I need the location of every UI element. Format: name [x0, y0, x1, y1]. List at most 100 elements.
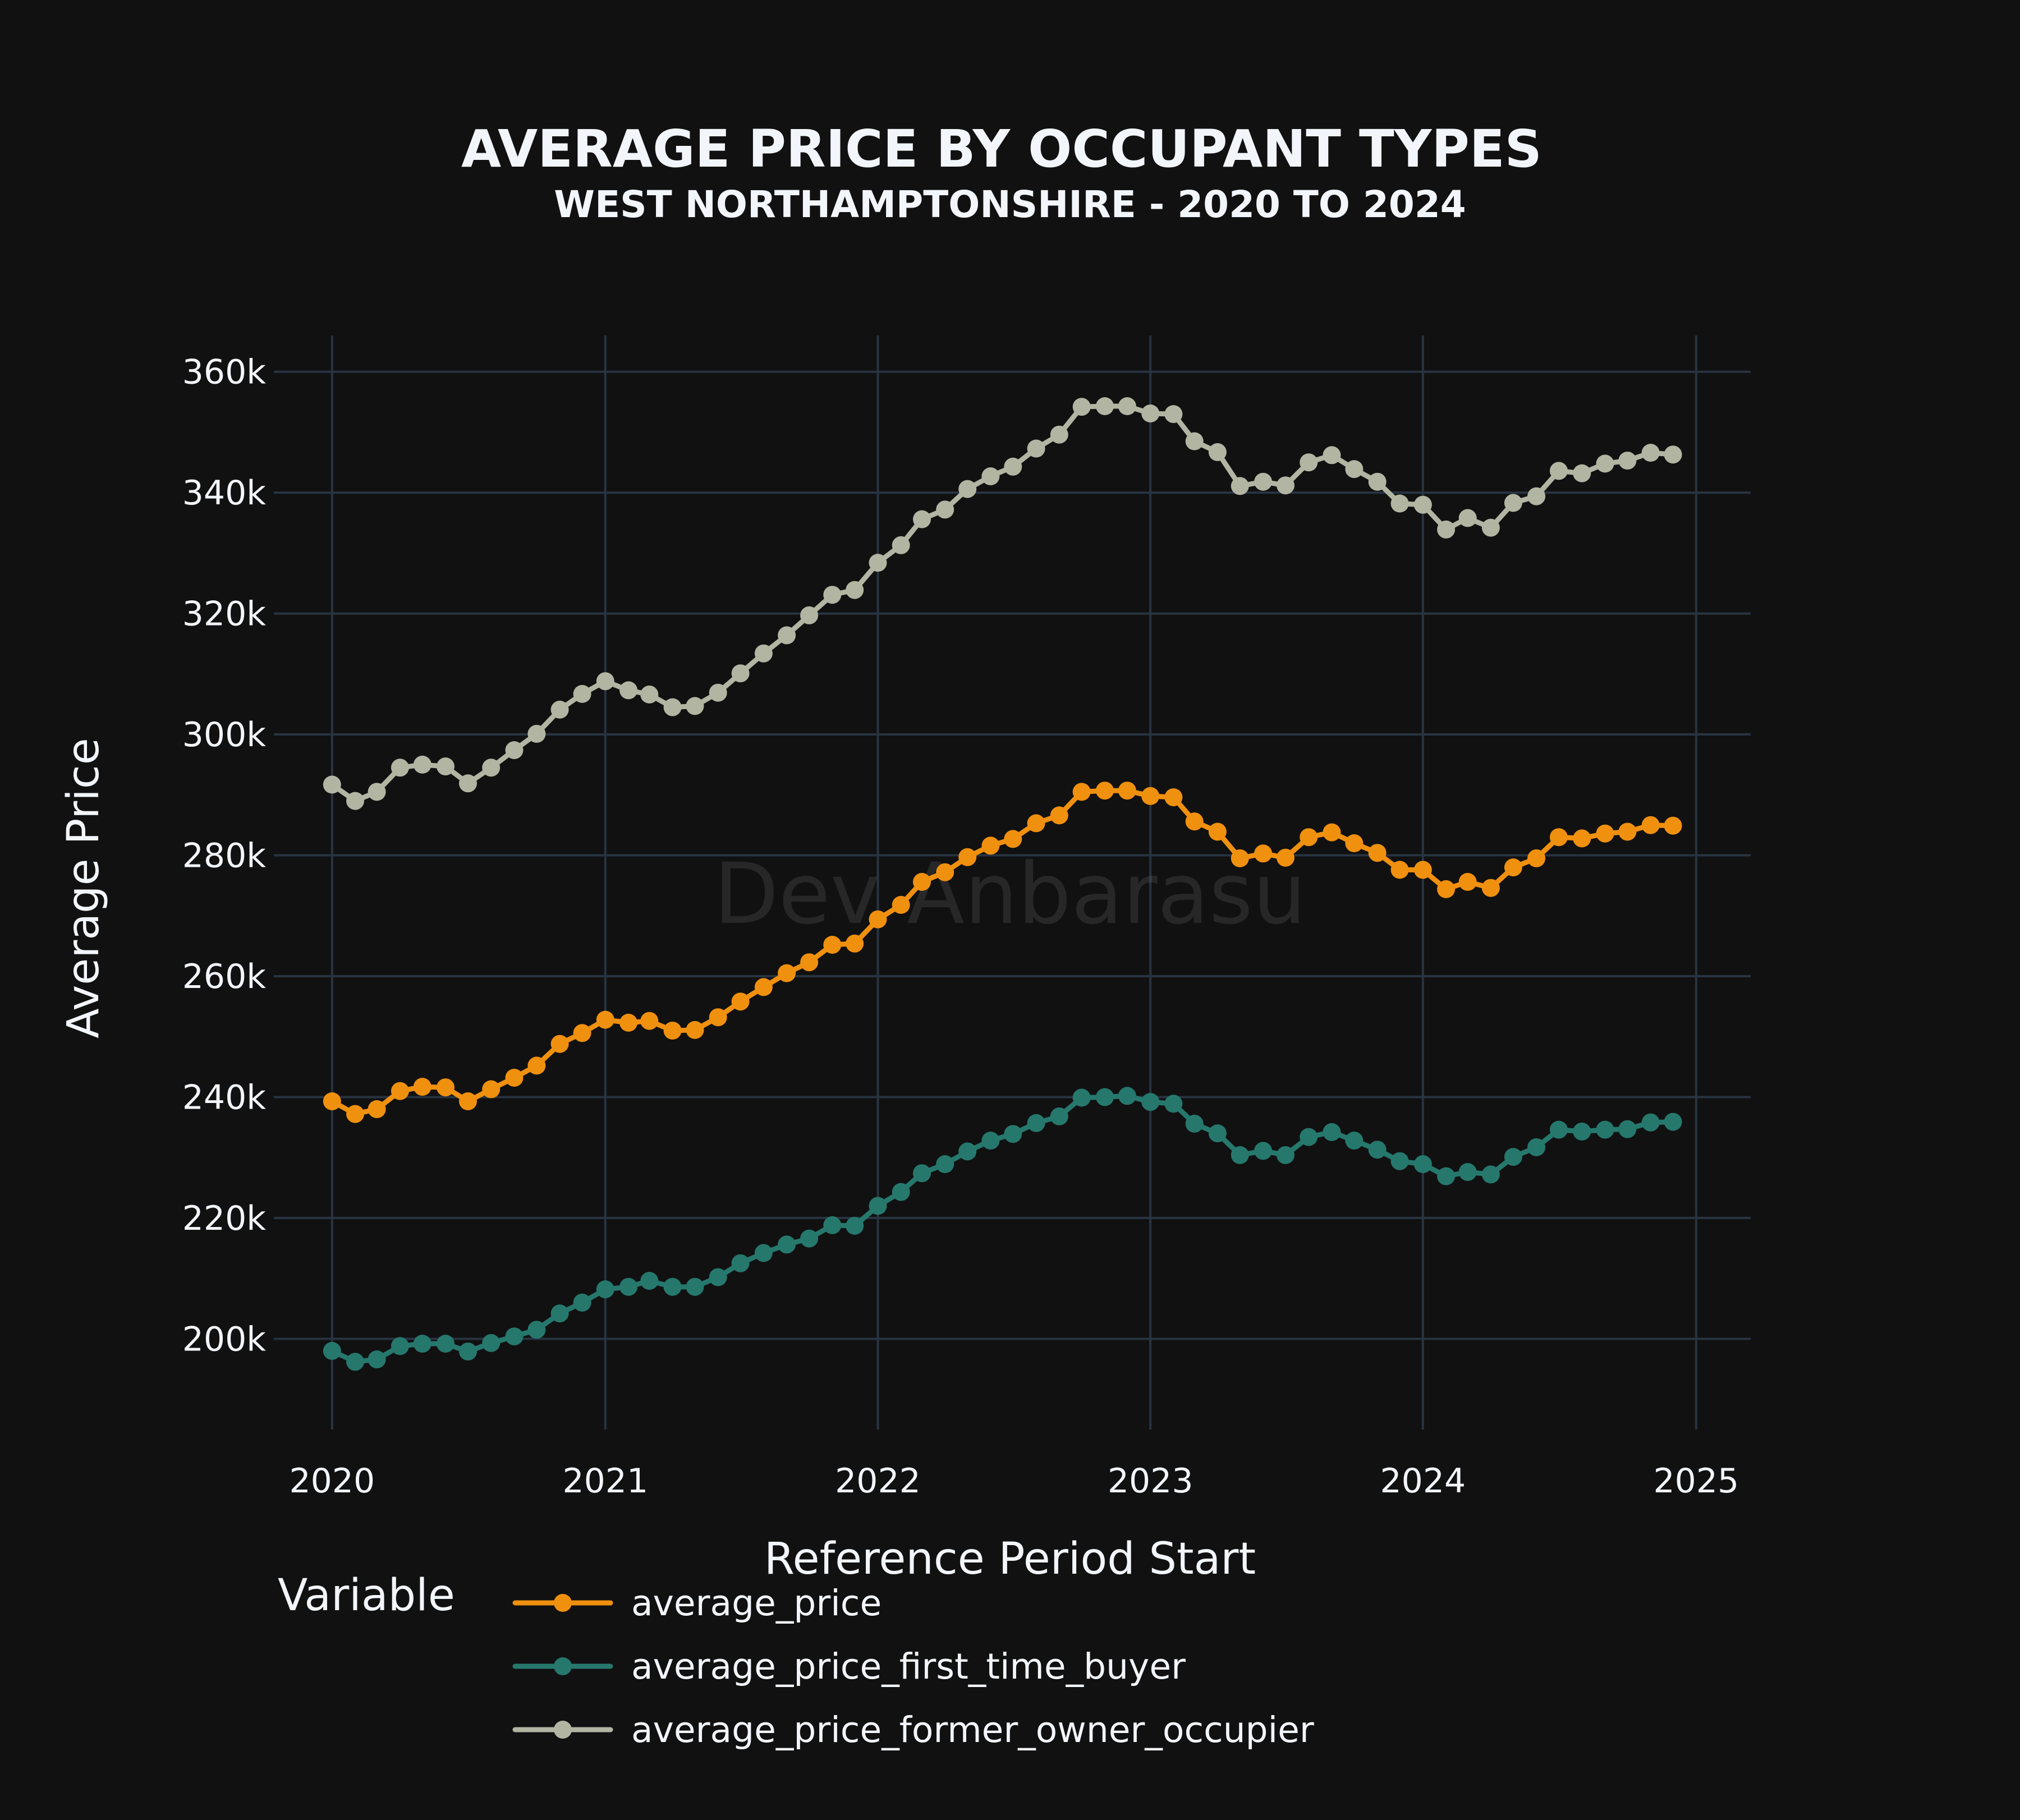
data-point[interactable]: [505, 1327, 524, 1346]
data-point[interactable]: [527, 725, 546, 743]
data-point[interactable]: [1231, 477, 1249, 495]
data-point[interactable]: [1664, 1113, 1682, 1131]
data-point[interactable]: [368, 1100, 386, 1118]
data-point[interactable]: [1231, 849, 1249, 867]
data-point[interactable]: [505, 741, 524, 760]
data-point[interactable]: [800, 1229, 819, 1248]
data-point[interactable]: [709, 1008, 727, 1027]
data-point[interactable]: [1413, 495, 1432, 514]
data-point[interactable]: [323, 1341, 341, 1360]
data-point[interactable]: [437, 1078, 454, 1097]
data-point[interactable]: [1004, 1125, 1022, 1143]
data-point[interactable]: [346, 1353, 364, 1371]
legend-item[interactable]: average_price: [512, 1583, 882, 1624]
data-point[interactable]: [1596, 454, 1614, 473]
data-point[interactable]: [754, 644, 773, 663]
data-point[interactable]: [1345, 460, 1364, 479]
data-point[interactable]: [1504, 494, 1522, 512]
data-point[interactable]: [686, 1021, 704, 1039]
data-point[interactable]: [1096, 782, 1114, 800]
data-point[interactable]: [1141, 405, 1160, 422]
data-point[interactable]: [663, 698, 682, 716]
data-point[interactable]: [892, 1183, 910, 1201]
data-point[interactable]: [981, 467, 1000, 485]
data-point[interactable]: [550, 1035, 569, 1053]
data-point[interactable]: [413, 755, 431, 774]
data-point[interactable]: [1254, 844, 1273, 863]
data-point[interactable]: [1437, 1167, 1456, 1185]
data-point[interactable]: [550, 1304, 569, 1323]
data-point[interactable]: [913, 510, 931, 528]
data-point[interactable]: [413, 1078, 431, 1096]
data-point[interactable]: [1527, 849, 1546, 867]
data-point[interactable]: [391, 1082, 409, 1100]
data-point[interactable]: [754, 978, 773, 996]
data-point[interactable]: [869, 1197, 887, 1215]
data-point[interactable]: [1368, 1141, 1387, 1159]
data-point[interactable]: [596, 672, 614, 691]
data-point[interactable]: [778, 1235, 796, 1254]
data-point[interactable]: [731, 664, 750, 683]
data-point[interactable]: [1618, 452, 1637, 470]
data-point[interactable]: [1208, 822, 1227, 841]
data-point[interactable]: [1004, 457, 1022, 476]
data-point[interactable]: [1504, 858, 1522, 877]
data-point[interactable]: [869, 910, 887, 929]
data-point[interactable]: [1664, 816, 1682, 835]
data-point[interactable]: [1231, 1146, 1249, 1164]
legend-item[interactable]: average_price_former_owner_occupier: [512, 1709, 1314, 1750]
data-point[interactable]: [1550, 1120, 1568, 1139]
data-point[interactable]: [1458, 872, 1477, 891]
data-point[interactable]: [1072, 1088, 1091, 1107]
data-point[interactable]: [505, 1069, 524, 1087]
data-point[interactable]: [1185, 432, 1204, 451]
data-point[interactable]: [686, 697, 704, 715]
data-point[interactable]: [1618, 822, 1637, 841]
data-point[interactable]: [1345, 1132, 1364, 1150]
data-point[interactable]: [1300, 1128, 1318, 1146]
data-point[interactable]: [846, 934, 864, 953]
data-point[interactable]: [936, 863, 954, 881]
data-point[interactable]: [823, 586, 842, 604]
data-point[interactable]: [1072, 783, 1091, 801]
data-point[interactable]: [1458, 1163, 1477, 1181]
data-point[interactable]: [527, 1321, 546, 1339]
data-point[interactable]: [1641, 1113, 1660, 1132]
data-point[interactable]: [936, 500, 954, 519]
data-point[interactable]: [1185, 812, 1204, 831]
data-point[interactable]: [459, 774, 477, 793]
data-point[interactable]: [573, 684, 591, 703]
data-point[interactable]: [323, 1092, 341, 1110]
data-point[interactable]: [1527, 1138, 1546, 1156]
data-point[interactable]: [823, 936, 842, 954]
data-point[interactable]: [1596, 824, 1614, 843]
data-point[interactable]: [1550, 828, 1568, 847]
data-point[interactable]: [958, 1142, 977, 1161]
data-point[interactable]: [1458, 509, 1477, 527]
data-point[interactable]: [709, 683, 727, 702]
data-point[interactable]: [482, 1080, 501, 1099]
data-point[interactable]: [1550, 462, 1568, 480]
data-point[interactable]: [709, 1268, 727, 1286]
data-point[interactable]: [823, 1216, 842, 1234]
data-point[interactable]: [800, 606, 819, 624]
data-point[interactable]: [663, 1022, 682, 1040]
data-point[interactable]: [778, 626, 796, 645]
data-point[interactable]: [1481, 518, 1500, 537]
data-point[interactable]: [1118, 397, 1136, 415]
data-point[interactable]: [1164, 788, 1183, 807]
data-point[interactable]: [958, 848, 977, 866]
data-point[interactable]: [527, 1056, 546, 1075]
data-point[interactable]: [686, 1277, 704, 1296]
legend-item[interactable]: average_price_first_time_buyer: [512, 1646, 1186, 1687]
data-point[interactable]: [1413, 1155, 1432, 1173]
data-point[interactable]: [640, 1272, 659, 1290]
data-point[interactable]: [1345, 834, 1364, 852]
data-point[interactable]: [981, 1132, 1000, 1150]
data-point[interactable]: [619, 681, 638, 700]
data-point[interactable]: [368, 783, 386, 801]
data-point[interactable]: [640, 685, 659, 704]
data-point[interactable]: [1004, 830, 1022, 848]
data-point[interactable]: [731, 1254, 750, 1272]
data-point[interactable]: [1164, 1095, 1183, 1113]
